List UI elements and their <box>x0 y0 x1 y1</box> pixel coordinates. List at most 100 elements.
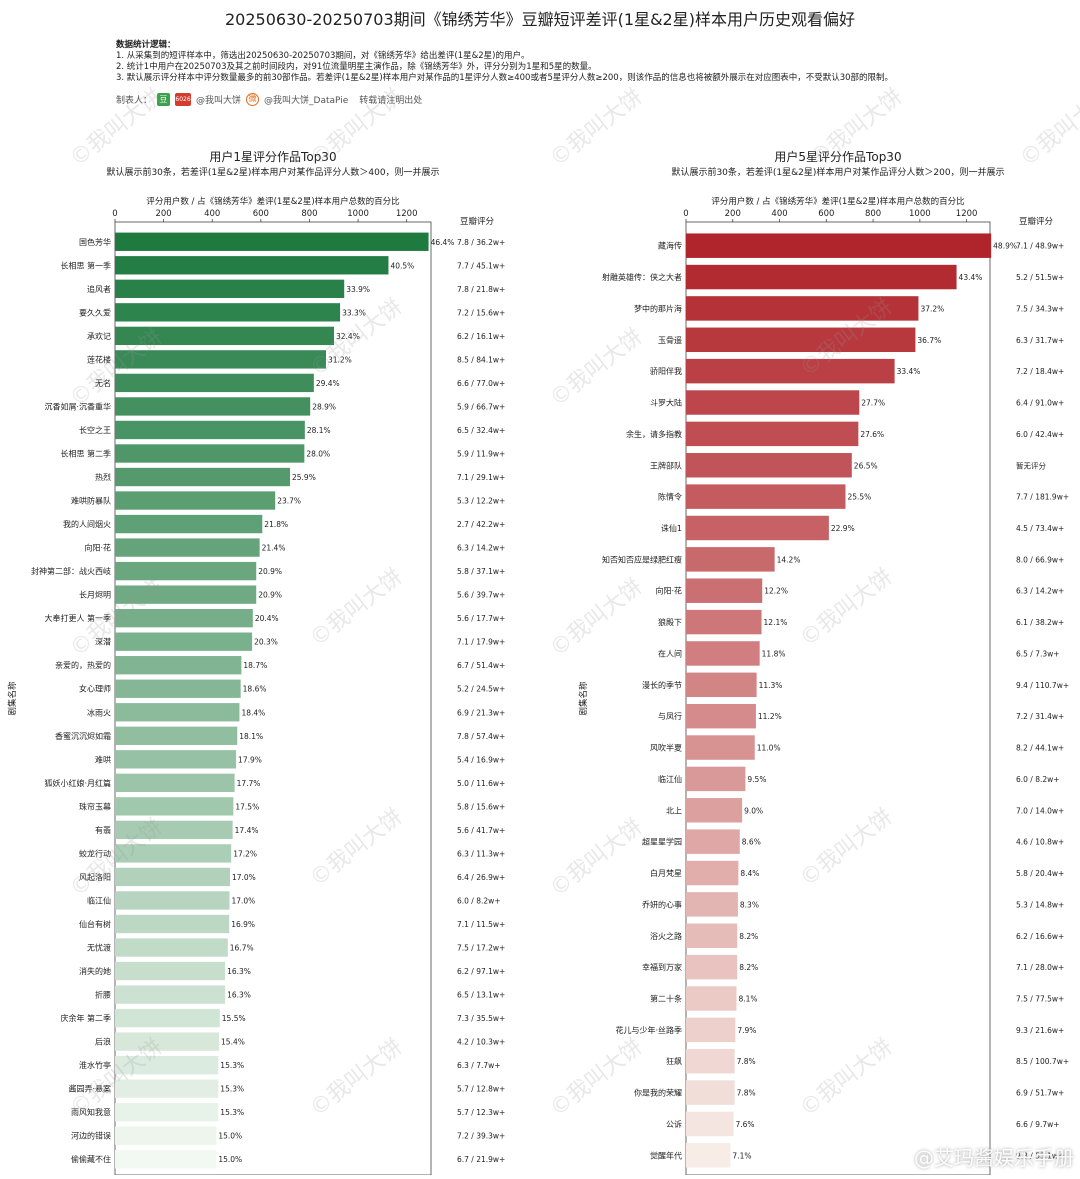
percent-label: 25.5% <box>847 493 871 502</box>
category-label: 长相思 第二季 <box>60 448 111 458</box>
y-axis-label: 剧集名称 <box>578 681 589 716</box>
douban-score: 6.0 / 8.2w+ <box>457 896 501 905</box>
category-label: 莲花楼 <box>87 354 111 364</box>
x-tick-label: 600 <box>818 209 834 219</box>
douban-score: 6.7 / 51.4w+ <box>457 661 505 670</box>
bar <box>115 867 230 887</box>
bar <box>115 1008 220 1028</box>
bar <box>115 891 230 910</box>
category-label: 有翡 <box>95 825 111 835</box>
category-label: 长相思 第一季 <box>60 260 111 270</box>
percent-label: 40.5% <box>390 261 414 270</box>
percent-label: 8.6% <box>742 838 761 847</box>
percent-label: 15.0% <box>218 1132 242 1141</box>
percent-label: 25.9% <box>292 473 316 482</box>
bar <box>686 892 738 917</box>
douban-score: 5.6 / 17.7w+ <box>457 614 505 623</box>
category-label: 追风者 <box>87 284 111 294</box>
percent-label: 11.2% <box>758 712 782 721</box>
percent-label: 11.8% <box>762 649 786 658</box>
bar <box>686 1048 735 1074</box>
credit-label: 制表人： <box>116 96 153 106</box>
bar <box>115 279 345 298</box>
bar <box>115 373 314 393</box>
bar <box>686 1017 736 1043</box>
percent-label: 20.9% <box>258 567 282 576</box>
note-line-2: 2. 统计1中用户在20250703及其之前时间段内，对91位流量明星主演作品，… <box>116 62 597 72</box>
x-tick-label: 600 <box>253 209 269 219</box>
percent-label: 15.3% <box>220 1085 244 1094</box>
bar <box>686 233 992 258</box>
percent-label: 18.6% <box>243 685 267 694</box>
bar <box>686 923 738 948</box>
douban-score: 7.3 / 35.5w+ <box>457 1014 505 1023</box>
percent-label: 11.0% <box>757 744 781 753</box>
bar <box>115 467 291 487</box>
bar <box>686 735 755 760</box>
percent-label: 20.9% <box>258 591 282 600</box>
douban-score: 8.5 / 84.1w+ <box>457 355 505 364</box>
x-axis-label: 评分用户数 / 占《锦绣芳华》差评(1星&2星)样本用户总数的百分比 <box>711 196 964 207</box>
douban-score: 7.1 / 17.9w+ <box>457 638 505 647</box>
percent-label: 36.7% <box>917 336 941 345</box>
category-label: 偷偷藏不住 <box>71 1154 111 1164</box>
douban-score: 7.5 / 17.2w+ <box>457 944 505 953</box>
percent-label: 16.3% <box>227 991 251 1000</box>
category-label: 无名 <box>95 378 111 388</box>
percent-label: 33.3% <box>342 308 366 317</box>
percent-label: 15.3% <box>220 1061 244 1070</box>
x-tick-label: 800 <box>301 209 317 219</box>
x-tick-label: 1000 <box>909 209 931 219</box>
bar <box>686 798 743 823</box>
category-label: 骄阳伴我 <box>650 366 682 376</box>
bar <box>115 773 235 793</box>
percent-label: 37.2% <box>920 304 944 313</box>
douban-score: 6.9 / 51.7w+ <box>1016 1089 1064 1098</box>
bar <box>115 726 238 745</box>
category-label: 蛟龙行动 <box>79 848 111 858</box>
bar <box>115 514 263 534</box>
bar <box>115 561 257 581</box>
x-tick-label: 400 <box>771 209 787 219</box>
category-label: 公诉 <box>666 1119 682 1129</box>
x-tick-label: 0 <box>683 209 688 219</box>
side-column-header: 豆瓣评分 <box>460 216 495 227</box>
douban-score: 5.7 / 12.3w+ <box>457 1108 505 1117</box>
bar <box>115 397 311 416</box>
category-label: 深潜 <box>95 637 111 647</box>
category-label: 长月烬明 <box>79 590 111 600</box>
category-label: 斗罗大陆 <box>650 398 682 408</box>
douban-score: 6.4 / 91.0w+ <box>1016 399 1064 408</box>
percent-label: 12.2% <box>764 587 788 596</box>
bar <box>115 1079 219 1098</box>
bar <box>115 961 226 981</box>
bar <box>115 844 232 863</box>
bar <box>686 515 829 541</box>
category-label: 长空之王 <box>79 425 111 435</box>
douban-score: 6.3 / 31.7w+ <box>1016 336 1064 345</box>
percent-label: 17.9% <box>238 755 262 764</box>
bar <box>686 453 852 478</box>
category-label: 大奉打更人 第一季 <box>44 613 111 623</box>
category-label: 射雕英雄传：侠之大者 <box>602 272 682 282</box>
douban-score: 5.2 / 51.5w+ <box>1016 273 1064 282</box>
bar <box>686 547 775 572</box>
category-label: 女心理师 <box>79 684 111 694</box>
douban-score: 5.8 / 20.4w+ <box>1016 869 1064 878</box>
douban-score: 6.3 / 7.7w+ <box>457 1061 501 1070</box>
bar <box>686 296 919 321</box>
chart-title: 用户5星评分作品Top30 <box>774 149 901 164</box>
douban-score: 6.3 / 14.2w+ <box>457 544 505 553</box>
category-label: 香蜜沉沉烬如霜 <box>55 731 111 741</box>
x-tick-label: 200 <box>725 209 741 219</box>
category-label: 封神第二部：战火西岐 <box>31 566 111 576</box>
douban-score: 5.9 / 11.9w+ <box>457 449 505 458</box>
douban-score: 7.5 / 34.3w+ <box>1016 304 1064 313</box>
category-label: 冰雨火 <box>87 707 111 717</box>
douban-score: 8.5 / 100.7w+ <box>1016 1057 1069 1066</box>
bar <box>115 420 305 440</box>
douban-score: 5.4 / 16.9w+ <box>457 755 505 764</box>
douban-score: 6.2 / 16.1w+ <box>457 332 505 341</box>
x-tick-label: 200 <box>155 209 171 219</box>
category-label: 消失的她 <box>79 966 111 976</box>
